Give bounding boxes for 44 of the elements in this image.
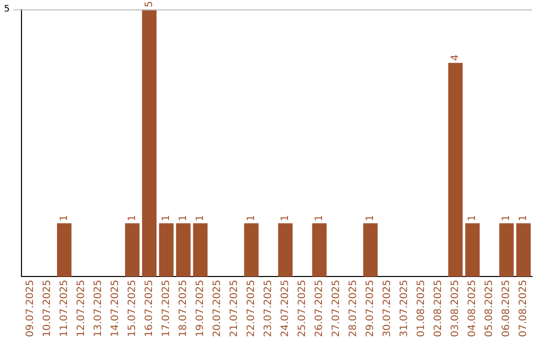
x-tick-label: 01.08.2025 [416,280,428,338]
x-tick-label: 05.08.2025 [484,280,496,338]
x-tick-label: 21.07.2025 [228,280,240,338]
x-tick-label: 06.08.2025 [501,280,512,338]
x-tick-label: 25.07.2025 [296,280,308,338]
data-label: 4 [450,54,462,61]
x-tick-label: 12.07.2025 [76,280,87,338]
data-label: 1 [178,214,189,222]
x-tick-label: 04.08.2025 [467,280,478,338]
x-tick-label: 10.07.2025 [42,280,53,338]
data-label: 1 [280,214,291,222]
x-tick-label: 24.07.2025 [280,280,291,338]
data-label: 1 [246,214,257,222]
data-label: 1 [467,214,478,222]
x-tick-label: 22.07.2025 [246,280,257,338]
x-tick-label: 28.07.2025 [348,280,359,338]
x-tick-label: 07.08.2025 [518,280,530,338]
x-tick-label: 31.07.2025 [399,280,410,338]
x-tick-label: 29.07.2025 [365,280,376,338]
data-label: 5 [144,1,155,8]
x-tick-label: 09.07.2025 [24,280,36,338]
x-tick-label: 20.07.2025 [212,280,223,338]
x-tick-label: 19.07.2025 [194,280,206,338]
x-tick-label: 03.08.2025 [450,280,462,338]
data-label: 1 [501,214,512,222]
x-tick-label: 30.07.2025 [382,280,394,338]
x-tick-label: 17.07.2025 [160,280,172,338]
data-label: 1 [126,214,138,222]
x-tick-label: 15.07.2025 [126,280,138,338]
x-tick-label: 14.07.2025 [110,280,121,338]
x-tick-label: 27.07.2025 [330,280,342,338]
x-tick-label: 13.07.2025 [92,280,104,338]
x-tick-label: 11.07.2025 [58,280,70,338]
x-tick-label: 16.07.2025 [144,280,155,338]
x-tick-label: 23.07.2025 [262,280,274,338]
x-tick-label: 18.07.2025 [178,280,189,338]
data-label: 1 [58,214,70,222]
data-label: 1 [365,214,376,222]
x-tick-label: 26.07.2025 [314,280,325,338]
data-label: 1 [194,214,206,222]
data-label: 1 [518,214,530,222]
x-tick-label: 02.08.2025 [433,280,444,338]
data-label: 1 [160,214,172,222]
data-label: 1 [314,214,325,222]
